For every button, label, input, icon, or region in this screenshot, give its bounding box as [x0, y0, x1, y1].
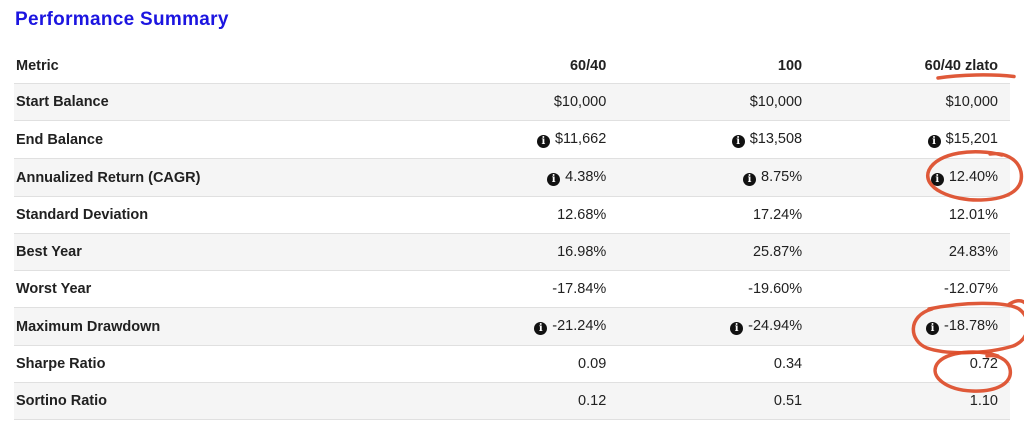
value-text: 12.01% — [948, 207, 998, 223]
metric-label: Start Balance — [14, 83, 423, 121]
value-text: 17.24% — [752, 207, 803, 223]
value-text: -21.24% — [552, 318, 607, 334]
metric-label: Best Year — [14, 233, 423, 271]
value-text: 0.34 — [773, 356, 803, 372]
info-icon[interactable]: i — [536, 135, 550, 148]
metric-value: $10,000 — [618, 83, 815, 121]
value-text: -19.60% — [748, 281, 803, 297]
header-row: Metric 60/40 100 60/40 zlato — [14, 50, 1010, 84]
value-text: -17.84% — [552, 281, 607, 297]
info-icon[interactable]: i — [930, 173, 944, 186]
info-icon[interactable]: i — [731, 135, 745, 148]
info-icon[interactable]: i — [730, 322, 744, 335]
value-text: 1.10 — [969, 393, 998, 409]
value-text: 0.12 — [578, 393, 607, 409]
table-row: End Balance i $11,662 i $13,508 i $15,201 — [14, 120, 1010, 159]
value-text: -12.07% — [943, 281, 998, 297]
metric-value: 12.68% — [422, 196, 619, 234]
metric-label: Worst Year — [14, 270, 423, 308]
metric-value: $10,000 — [814, 83, 1010, 121]
metric-label: Sortino Ratio — [14, 382, 423, 420]
metric-value: 0.72 — [814, 345, 1010, 383]
metric-value: -17.84% — [422, 270, 619, 308]
value-text: $13,508 — [749, 131, 803, 147]
value-text: 0.51 — [773, 393, 803, 409]
metric-label: End Balance — [14, 120, 423, 159]
column-header-60-40: 60/40 — [422, 50, 619, 84]
metric-label: Standard Deviation — [14, 196, 423, 234]
value-text: 12.40% — [948, 169, 998, 185]
table-row: Annualized Return (CAGR) i 4.38% i 8.75% i 12.… — [14, 158, 1010, 197]
metric-value: 25.87% — [618, 233, 815, 271]
metric-value: i 4.38% — [422, 158, 619, 197]
value-text: $10,000 — [749, 94, 803, 110]
value-text: 25.87% — [752, 244, 803, 260]
metric-value: -19.60% — [618, 270, 815, 308]
metric-value: 12.01% — [814, 196, 1010, 234]
table-header: Metric 60/40 100 60/40 zlato — [14, 50, 1010, 84]
value-text: 16.98% — [557, 244, 607, 260]
value-text: $15,201 — [945, 131, 998, 147]
table-body: Start Balance $10,000 $10,000 $10,000 End Ba… — [14, 83, 1010, 420]
metric-value: 0.12 — [422, 382, 619, 420]
metric-label: Annualized Return (CAGR) — [14, 158, 423, 197]
metric-value: -12.07% — [814, 270, 1010, 308]
metric-value: 0.34 — [618, 345, 815, 383]
metric-value: 17.24% — [618, 196, 815, 234]
metric-value: 0.51 — [618, 382, 815, 420]
metric-value: i 8.75% — [618, 158, 815, 197]
value-text: $11,662 — [554, 131, 607, 147]
value-text: 4.38% — [565, 169, 607, 185]
metric-label: Sharpe Ratio — [14, 345, 423, 383]
metric-value: 16.98% — [422, 233, 619, 271]
table-row: Standard Deviation 12.68% 17.24% 12.01% — [14, 196, 1010, 234]
metric-value: 0.09 — [422, 345, 619, 383]
column-header-60-40-zlato: 60/40 zlato — [814, 50, 1010, 84]
value-text: 0.72 — [969, 356, 998, 372]
metric-value: i -24.94% — [618, 307, 815, 346]
table-row: Start Balance $10,000 $10,000 $10,000 — [14, 83, 1010, 121]
info-icon[interactable]: i — [925, 322, 939, 335]
metric-value: $10,000 — [422, 83, 619, 121]
value-text: $10,000 — [553, 94, 607, 110]
table-row: Worst Year -17.84% -19.60% -12.07% — [14, 270, 1010, 308]
column-header-metric: Metric — [14, 50, 423, 84]
value-text: 12.68% — [557, 207, 607, 223]
info-icon[interactable]: i — [534, 322, 548, 335]
performance-summary-table: Metric 60/40 100 60/40 zlato Start Balan… — [14, 50, 1010, 420]
value-text: $10,000 — [945, 94, 998, 110]
table-row: Sharpe Ratio 0.09 0.34 0.72 — [14, 345, 1010, 383]
info-icon[interactable]: i — [547, 173, 561, 186]
value-text: -24.94% — [748, 318, 803, 334]
metric-label: Maximum Drawdown — [14, 307, 423, 346]
metric-value: i 12.40% — [814, 158, 1010, 197]
value-text: 8.75% — [761, 169, 803, 185]
metric-value: i $13,508 — [618, 120, 815, 159]
table-row: Best Year 16.98% 25.87% 24.83% — [14, 233, 1010, 271]
value-text: 0.09 — [578, 356, 607, 372]
value-text: -18.78% — [943, 318, 998, 334]
metric-value: i -18.78% — [814, 307, 1010, 346]
metric-value: 24.83% — [814, 233, 1010, 271]
metric-value: i $11,662 — [422, 120, 619, 159]
info-icon[interactable]: i — [927, 135, 941, 148]
metric-value: i $15,201 — [814, 120, 1010, 159]
table-row: Maximum Drawdown i -21.24% i -24.94% i -18.78% — [14, 307, 1010, 346]
metric-value: i -21.24% — [422, 307, 619, 346]
column-header-100: 100 — [618, 50, 815, 84]
info-icon[interactable]: i — [743, 173, 756, 186]
table-row: Sortino Ratio 0.12 0.51 1.10 — [14, 382, 1010, 420]
metric-value: 1.10 — [814, 382, 1010, 420]
page-title: Performance Summary — [15, 9, 229, 30]
value-text: 24.83% — [948, 244, 998, 260]
